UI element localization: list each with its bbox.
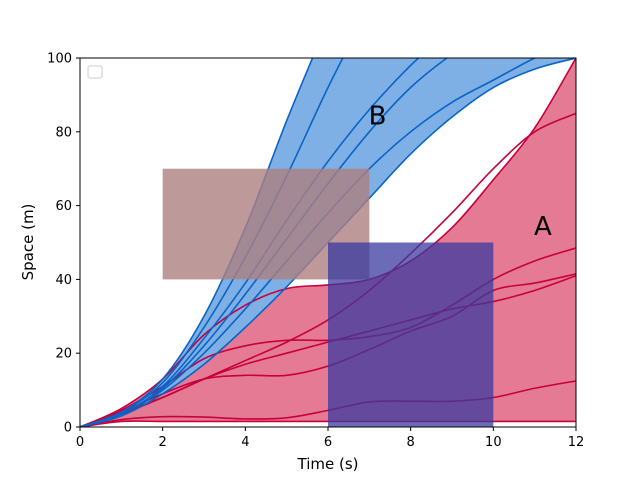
y-tick-label: 60 [55, 199, 72, 214]
y-tick-label: 0 [64, 421, 72, 436]
y-tick-label: 40 [55, 273, 72, 288]
x-tick-label: 4 [241, 435, 249, 450]
x-tick-label: 10 [485, 435, 502, 450]
annotation-layer: AB [369, 101, 552, 242]
y-tick-label: 80 [55, 125, 72, 140]
x-tick-label: 0 [76, 435, 84, 450]
x-tick-label: 8 [407, 435, 415, 450]
x-tick-label: 12 [568, 435, 585, 450]
y-axis-label: Space (m) [19, 204, 37, 281]
lower-rectangle [328, 242, 494, 427]
annotation-b: B [369, 101, 387, 131]
series-line-b-12 [80, 58, 314, 427]
y-tick-label: 20 [55, 347, 72, 362]
x-tick-label: 2 [159, 435, 167, 450]
legend-box [87, 65, 103, 79]
x-axis-label: Time (s) [297, 455, 359, 473]
x-tick-label: 6 [324, 435, 332, 450]
plot-layer [80, 58, 576, 427]
y-tick-label: 100 [47, 52, 72, 67]
ticks-layer: 0 2 4 6 8 10 12 0 20 40 60 80 100 [47, 52, 584, 451]
annotation-a: A [534, 212, 552, 242]
